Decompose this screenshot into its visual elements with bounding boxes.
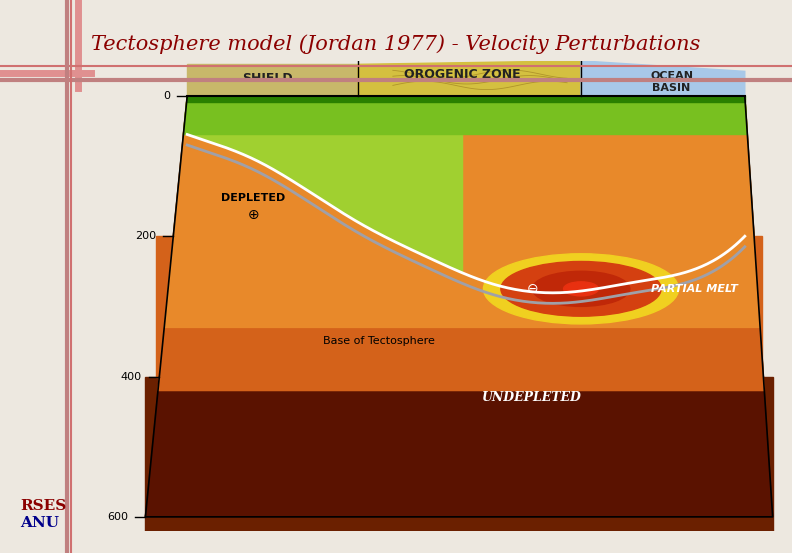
Ellipse shape [501, 262, 661, 316]
Polygon shape [187, 96, 745, 102]
Polygon shape [146, 96, 773, 517]
Text: OCEAN
BASIN: OCEAN BASIN [650, 71, 693, 93]
Polygon shape [146, 377, 773, 531]
Text: ANU: ANU [20, 515, 59, 530]
Text: UNDEPLETED: UNDEPLETED [482, 391, 582, 404]
Text: DEPLETED: DEPLETED [221, 192, 286, 202]
Text: RSES: RSES [20, 499, 66, 513]
Text: OROGENIC ZONE: OROGENIC ZONE [404, 69, 521, 81]
Ellipse shape [532, 272, 630, 306]
Polygon shape [184, 102, 748, 134]
Text: PARTIAL MELT: PARTIAL MELT [651, 284, 737, 294]
Polygon shape [187, 96, 744, 102]
Polygon shape [358, 61, 581, 96]
Polygon shape [146, 377, 773, 517]
Polygon shape [187, 134, 463, 273]
Text: Base of Tectosphere: Base of Tectosphere [323, 336, 435, 347]
Text: 200: 200 [135, 231, 156, 241]
Text: ⊖: ⊖ [527, 282, 538, 296]
Polygon shape [158, 236, 764, 390]
Text: SHIELD: SHIELD [242, 72, 293, 85]
Text: 600: 600 [107, 512, 128, 522]
Polygon shape [156, 236, 762, 377]
Text: ⊕: ⊕ [248, 208, 259, 222]
Polygon shape [164, 96, 760, 327]
Polygon shape [187, 64, 358, 96]
Text: 0: 0 [163, 91, 169, 101]
Text: 400: 400 [121, 372, 142, 382]
Polygon shape [185, 96, 746, 121]
Ellipse shape [483, 254, 679, 324]
Ellipse shape [564, 282, 599, 296]
Polygon shape [581, 61, 744, 96]
Text: Tectosphere model (Jordan 1977) - Velocity Perturbations: Tectosphere model (Jordan 1977) - Veloci… [91, 34, 701, 54]
